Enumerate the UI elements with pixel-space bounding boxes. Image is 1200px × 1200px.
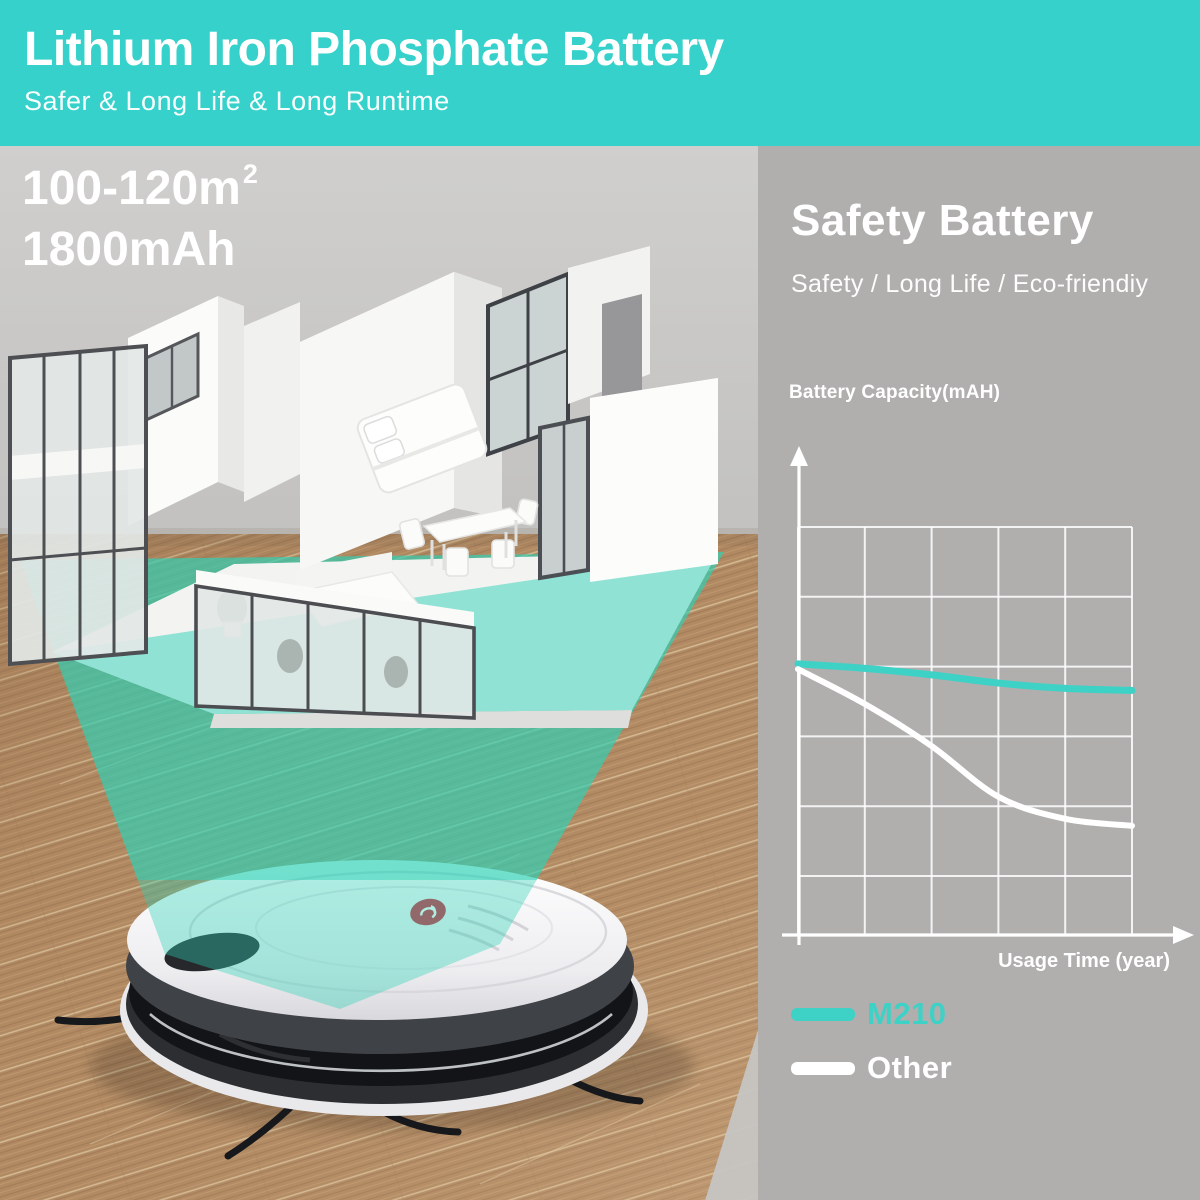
floor-plate-edge xyxy=(210,710,632,728)
chart-panel: Safety Battery Safety / Long Life / Eco-… xyxy=(758,146,1200,1200)
x-axis-arrow xyxy=(1173,926,1194,944)
legend-swatch-m210 xyxy=(791,1007,855,1021)
series-line-other xyxy=(795,666,1135,829)
section-title: Safety Battery xyxy=(791,196,1094,245)
section-subtitle: Safety / Long Life / Eco-friendiy xyxy=(791,270,1149,298)
robot-vacuum xyxy=(54,860,694,1160)
right-room-front xyxy=(590,378,718,582)
chart-series-lines xyxy=(794,660,1136,829)
legend-swatch-other xyxy=(791,1061,855,1075)
dome-ring-inner xyxy=(255,886,553,970)
wall-piece xyxy=(244,302,300,502)
page-subtitle: Safer & Long Life & Long Runtime xyxy=(24,85,450,116)
superscript-2: 2 xyxy=(242,159,258,189)
scene-illustration xyxy=(0,146,758,1200)
legend-item-other: Other xyxy=(791,1050,952,1086)
battery-degradation-chart xyxy=(782,446,1194,945)
legend-label-m210: M210 xyxy=(867,996,947,1031)
battery-capacity-line: 1800mAh xyxy=(22,223,236,277)
page-title: Lithium Iron Phosphate Battery xyxy=(24,23,724,76)
x-axis-label: Usage Time (year) xyxy=(998,950,1170,972)
window-center-mullions xyxy=(487,290,569,440)
sunroom-glass xyxy=(194,570,476,720)
header-banner: Lithium Iron Phosphate Battery Safer & L… xyxy=(0,0,1200,146)
dining-set xyxy=(398,498,539,577)
y-axis-label: Battery Capacity(mAH) xyxy=(789,382,1001,403)
dome-ridges xyxy=(448,904,529,952)
series-line-m210 xyxy=(794,660,1136,694)
bed xyxy=(356,383,488,494)
bumper-sensor-bump xyxy=(164,932,260,972)
coverage-area-line: 100-120m2 xyxy=(22,159,258,215)
doorway xyxy=(602,294,642,406)
chart-gridlines xyxy=(797,526,1133,935)
brand-logo xyxy=(410,898,446,926)
robot-top-dome xyxy=(127,860,627,1020)
y-axis-arrow xyxy=(790,446,808,466)
wall-back-left-side xyxy=(218,296,244,492)
scene-panel: 100-120m2 1800mAh xyxy=(0,146,758,1200)
legend-label-other: Other xyxy=(867,1050,953,1085)
legend-item-m210: M210 xyxy=(791,996,947,1032)
floor-reflection-wedge xyxy=(705,1030,758,1200)
apartment-floor-plan xyxy=(8,246,718,728)
balcony-glass xyxy=(8,343,148,667)
chart-axes xyxy=(782,462,1178,945)
silver-trim xyxy=(149,1013,613,1073)
spec-text: 100-120m2 1800mAh xyxy=(22,158,258,281)
